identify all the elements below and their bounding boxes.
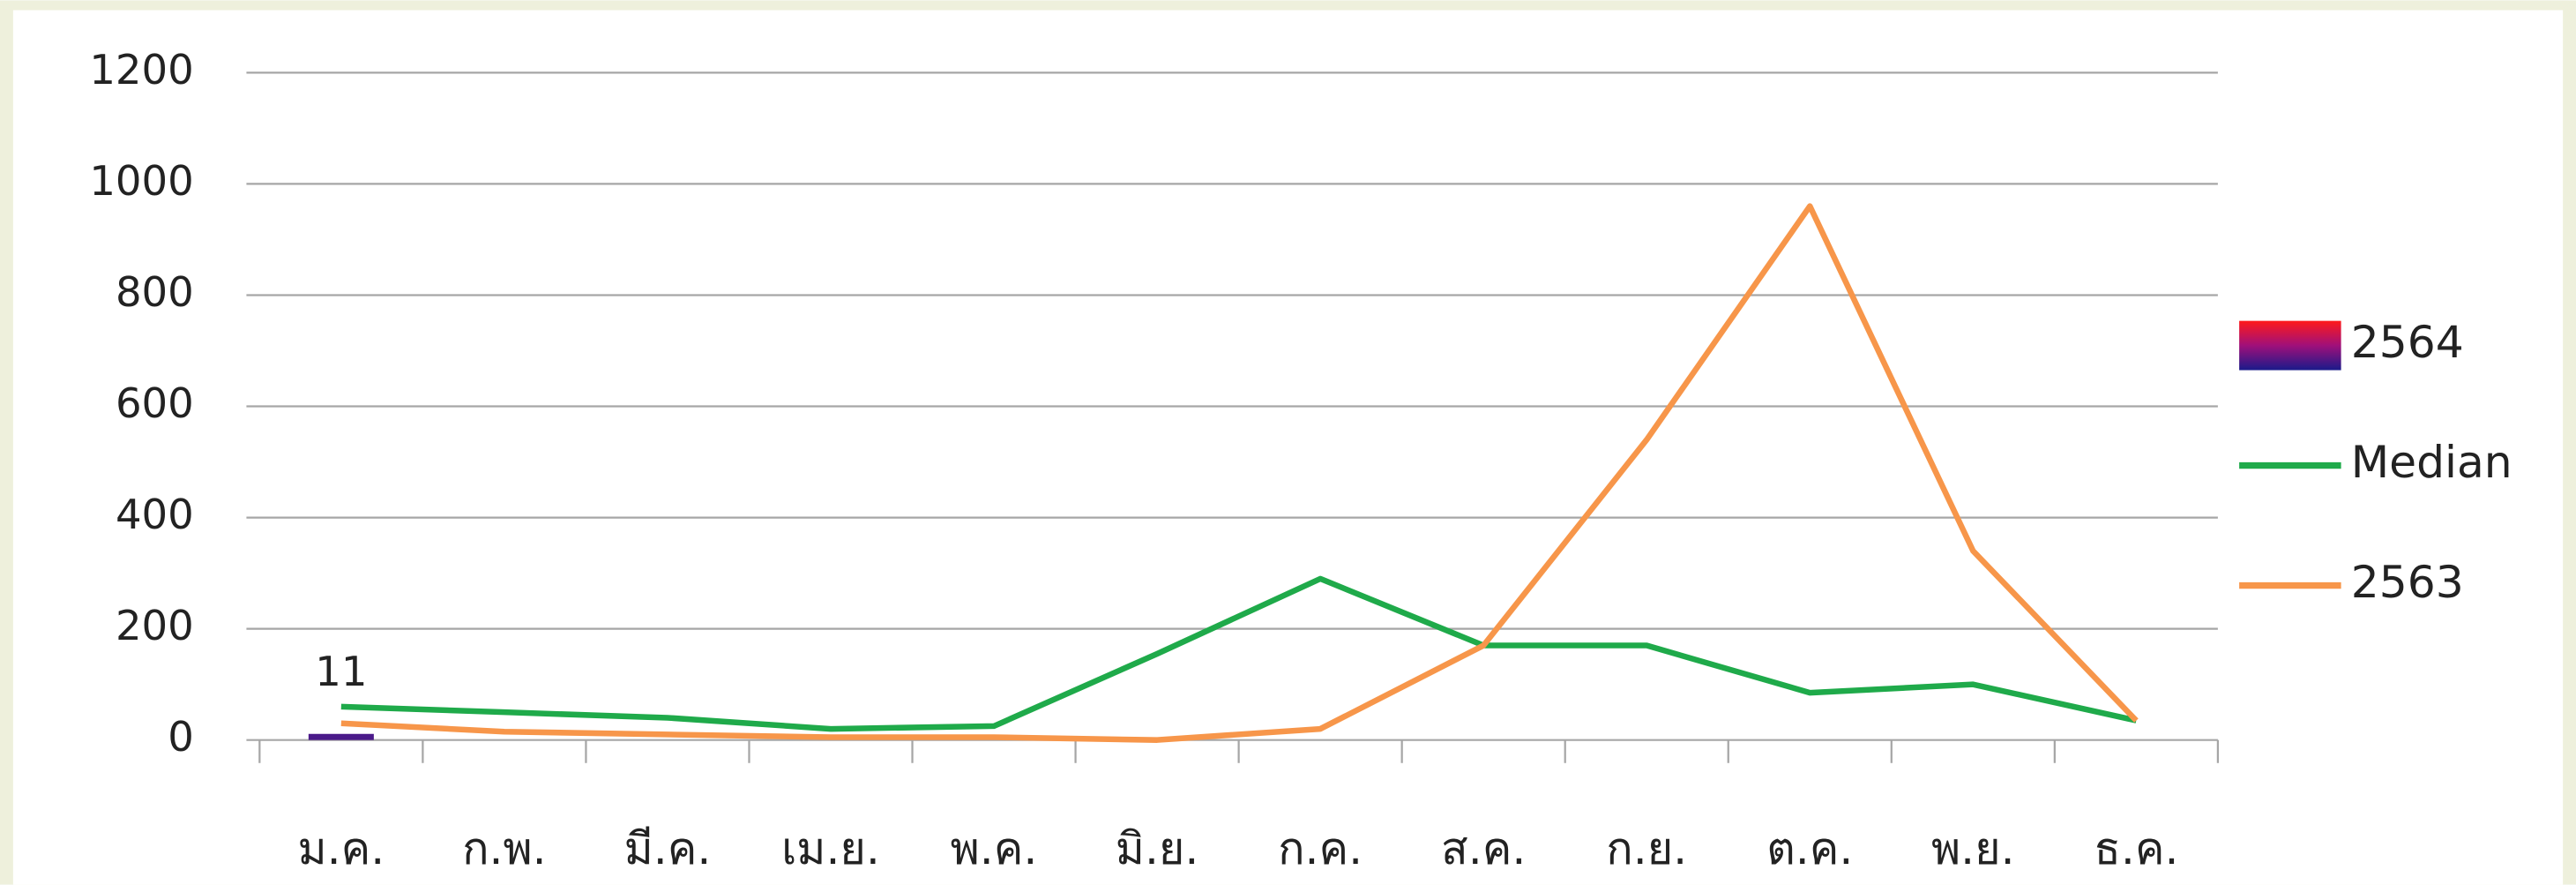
- line: [340, 203, 2139, 743]
- x-tick-label: มี.ค.: [624, 822, 712, 874]
- y-tick-label: 800: [116, 268, 194, 316]
- x-tick-label: มิ.ย.: [1116, 822, 1199, 874]
- x-tick-label: ต.ค.: [1766, 822, 1853, 874]
- y-tick-label: 1000: [89, 157, 194, 205]
- y-tick-label: 1200: [89, 46, 194, 94]
- x-tick-label: ก.พ.: [462, 822, 547, 874]
- x-tick-label: ส.ค.: [1441, 822, 1526, 874]
- y-tick-label: 0: [168, 713, 194, 761]
- x-tick-label: ก.ค.: [1278, 822, 1363, 874]
- legend-label: 2563: [2351, 556, 2464, 608]
- plot-background: [12, 10, 2564, 885]
- x-tick-label: พ.ย.: [1931, 822, 2015, 874]
- bar: [308, 733, 374, 740]
- legend-swatch: [2239, 320, 2341, 371]
- y-tick-label: 200: [116, 602, 194, 649]
- y-tick-label: 400: [116, 491, 194, 538]
- line: [340, 575, 2138, 732]
- legend-label: Median: [2351, 436, 2513, 488]
- x-tick-label: ม.ค.: [297, 822, 385, 874]
- legend-label: 2564: [2351, 316, 2464, 368]
- x-tick-label: ธ.ค.: [2094, 822, 2178, 874]
- y-tick-label: 600: [116, 379, 194, 427]
- x-tick-label: พ.ค.: [951, 822, 1038, 874]
- x-tick-label: ก.ย.: [1606, 822, 1687, 874]
- x-tick-label: เม.ย.: [781, 822, 880, 874]
- data-label: 11: [315, 648, 367, 695]
